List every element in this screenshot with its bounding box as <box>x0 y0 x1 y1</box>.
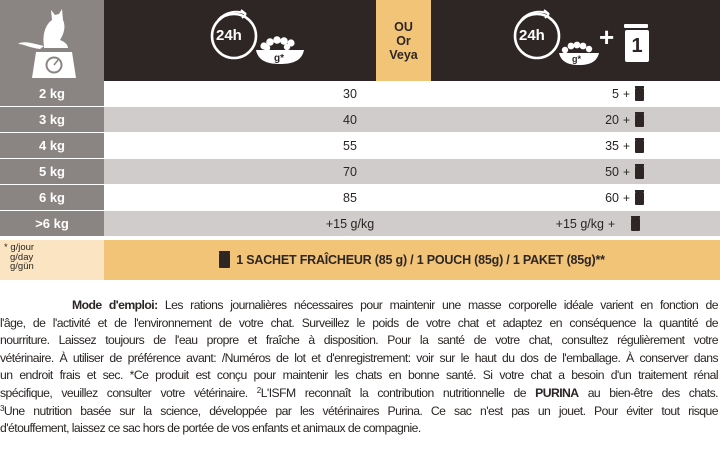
clock-24h-icon-mixed <box>513 9 561 60</box>
clock-label-mixed: 24h <box>519 27 545 44</box>
dry-ration: 40 <box>343 112 357 127</box>
legend-band: * g/jour g/day g/gün 1 SACHET FRAÎCHEUR … <box>0 240 720 280</box>
footnote-marker: 2 <box>256 385 261 395</box>
row-values: 85 60 + <box>104 185 720 210</box>
mixed-ration-value: 5 <box>612 86 619 101</box>
plus-label: + <box>607 216 615 231</box>
plus-label: + <box>622 86 630 101</box>
mixed-ration: 20 + <box>605 107 644 132</box>
pouch-icon <box>635 138 644 153</box>
or-separator-cell: OU Or Veya <box>376 0 431 81</box>
mixed-ration-value: 20 <box>605 112 619 127</box>
pouch-icon <box>635 112 644 127</box>
plus-label: + <box>622 138 630 153</box>
sachet-legend: 1 SACHET FRAÎCHEUR (85 g) / 1 POUCH (85g… <box>104 240 720 280</box>
pouch-icon <box>219 250 231 268</box>
pouch-seal <box>624 24 648 28</box>
instructions-fragment: au bien-être des chats. <box>578 385 718 400</box>
instructions-line: nourriture. Laissez toujours de l'eau pr… <box>0 333 718 348</box>
row-values: 70 50 + <box>104 159 720 184</box>
unit-en: g/day <box>10 251 34 263</box>
dry-only-header-cell: 24h g* <box>104 0 376 81</box>
cat-weight: >6 kg <box>0 211 104 236</box>
instructions-line: 3Une nutrition basée sur la science, dév… <box>0 403 718 421</box>
instructions-line: l'âge, de l'activité et de l'environneme… <box>0 315 718 330</box>
table-row: >6 kg +15 g/kg +15 g/kg + <box>0 211 720 237</box>
dry-ration: 55 <box>343 138 357 153</box>
pouch-icon <box>635 190 644 205</box>
pouch-icon <box>635 86 644 101</box>
units-legend: * g/jour g/day g/gün <box>0 240 104 280</box>
unit-fr: * g/jour <box>4 242 35 253</box>
mixed-ration-value: 50 <box>605 164 619 179</box>
row-values: 55 35 + <box>104 133 720 158</box>
instructions-fragment: Les rations journalières nécessaires pou… <box>164 298 718 312</box>
mixed-ration: 5 + <box>612 81 644 106</box>
instructions-text: Mode d'emploi: Les rations journalières … <box>0 297 718 438</box>
kibble-bowl-icon <box>256 36 304 64</box>
gram-label: g* <box>274 53 284 64</box>
dry-ration: 30 <box>343 86 357 101</box>
mixed-ration: +15 g/kg + <box>556 211 640 236</box>
gram-label-mixed: g* <box>572 54 581 64</box>
pouch-icon <box>635 164 644 179</box>
instructions-line: d'étouffement, laissez ce sac hors de po… <box>0 421 421 436</box>
cat-weight: 3 kg <box>0 107 104 132</box>
mixed-ration-value: +15 g/kg <box>555 216 604 231</box>
plus-label: + <box>622 112 630 127</box>
kibble-bowl-icon-mixed <box>559 41 599 65</box>
or-text-fr: OU <box>394 19 413 34</box>
plus-sign: + <box>599 22 615 52</box>
or-text-tr: Veya <box>389 47 418 62</box>
table-row: 6 kg 85 60 + <box>0 185 720 211</box>
row-values: 30 5 + <box>104 81 720 106</box>
instructions-heading: Mode d'emploi: <box>72 298 158 312</box>
dry-ration: 70 <box>343 164 357 179</box>
mixed-ration-value: 60 <box>605 190 619 205</box>
instructions-line: Mode d'emploi: Les rations journalières … <box>0 297 718 315</box>
mixed-ration: 60 + <box>605 185 644 210</box>
mixed-feeding-header-cell: 24h g* + 1 <box>431 0 720 81</box>
clock-label: 24h <box>216 27 242 44</box>
pouch-icon <box>631 216 640 231</box>
instructions-fragment: L'ISFM reconnaît la contribution nutriti… <box>260 385 536 400</box>
instructions-fragment: spécifique, veuillez consulter votre vét… <box>0 385 257 400</box>
clock-24h-icon <box>210 9 258 60</box>
table-row: 2 kg 30 5 + <box>0 81 720 107</box>
plus-label: + <box>622 190 630 205</box>
dry-ration: +15 g/kg <box>325 216 375 231</box>
instructions-fragment: Une nutrition basée sur la science, déve… <box>3 403 718 418</box>
instructions-line: un endroit frais et sec. *Ce produit est… <box>0 368 718 383</box>
cat-weight: 4 kg <box>0 133 104 158</box>
table-row: 4 kg 55 35 + <box>0 133 720 159</box>
table-row: 5 kg 70 50 + <box>0 159 720 185</box>
pouch-count: 1 <box>631 35 643 57</box>
mixed-ration: 50 + <box>605 159 644 184</box>
plus-label: + <box>622 164 630 179</box>
cat-weight: 5 kg <box>0 159 104 184</box>
sachet-text: 1 SACHET FRAÎCHEUR (85 g) / 1 POUCH (85g… <box>236 253 605 267</box>
unit-tr: g/gün <box>10 261 34 272</box>
row-values: 40 20 + <box>104 107 720 132</box>
brand-name: PURINA <box>535 385 579 400</box>
row-values: +15 g/kg +15 g/kg + <box>104 211 720 236</box>
dry-ration: 85 <box>343 190 357 205</box>
cat-weight: 6 kg <box>0 185 104 210</box>
feeding-table-header: 24h g* OU Or Veya 24h <box>0 0 720 81</box>
or-text-en: Or <box>396 33 411 48</box>
pouch-count-icon: 1 <box>624 24 649 62</box>
instructions-line: spécifique, veuillez consulter votre vét… <box>0 385 718 403</box>
feeding-table-body: 2 kg 30 5 + 3 kg 40 20 + 4 <box>0 81 720 237</box>
table-row: 3 kg 40 20 + <box>0 107 720 133</box>
mixed-ration: 35 + <box>605 133 644 158</box>
footnote-marker: 3 <box>0 403 4 413</box>
cat-scale-cell <box>0 0 104 81</box>
mixed-ration-value: 35 <box>605 138 619 153</box>
instructions-line: vétérinaire. À utiliser de préférence av… <box>0 350 718 365</box>
cat-weight: 2 kg <box>0 81 104 106</box>
cat-on-scale-icon <box>18 9 76 78</box>
